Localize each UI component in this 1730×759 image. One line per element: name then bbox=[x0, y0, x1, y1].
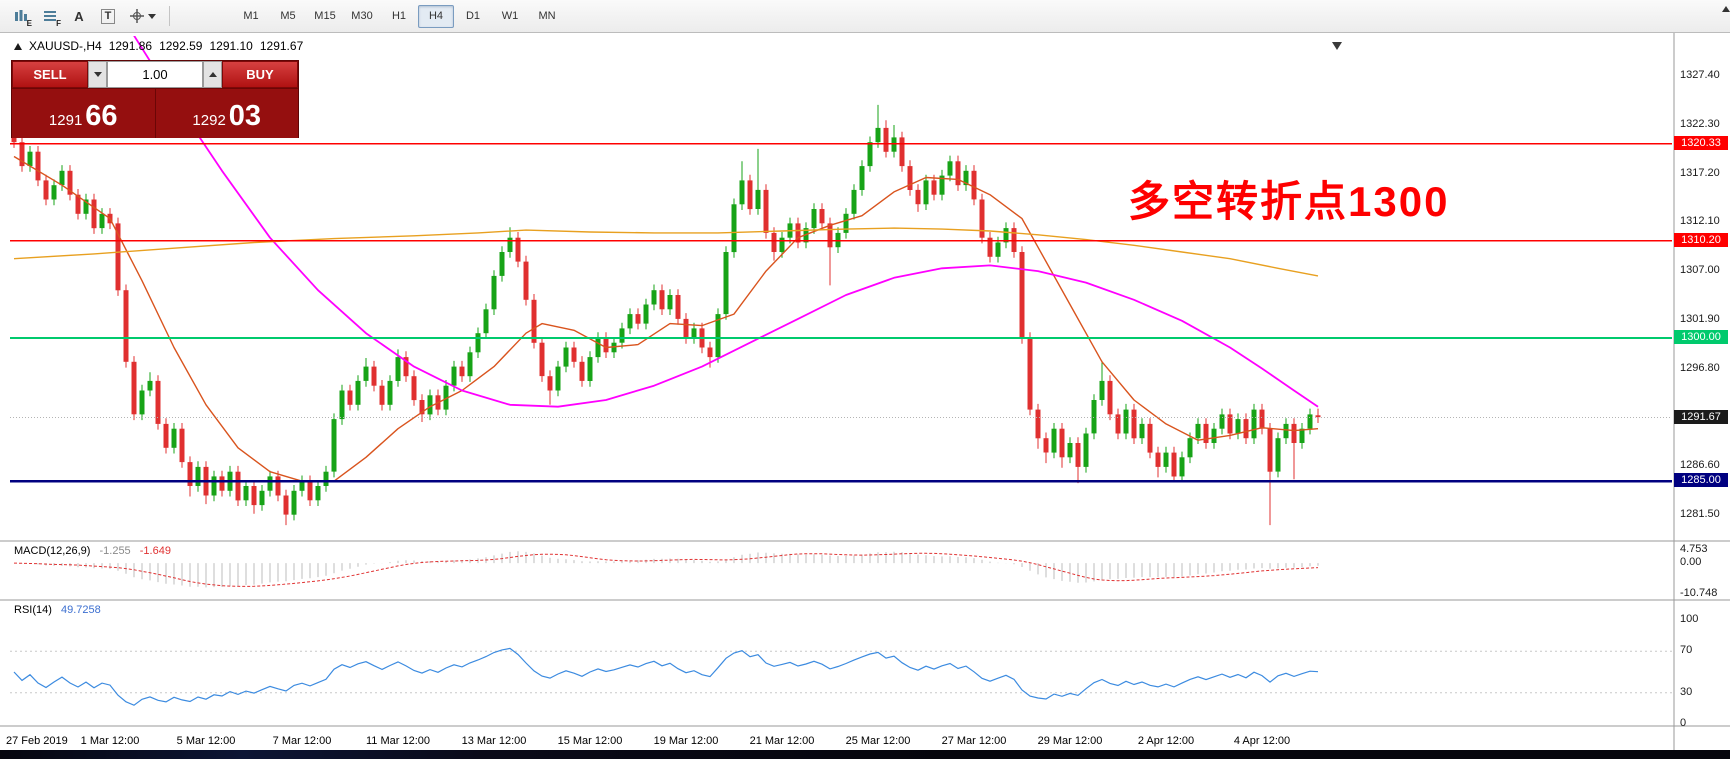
rsi-scale-label: 70 bbox=[1680, 644, 1693, 657]
chart-annotation: 多空转折点1300 bbox=[1128, 178, 1450, 225]
timeframe-button-group: M1 M5 M15 M30 H1 H4 D1 W1 MN bbox=[233, 4, 565, 28]
icon-letter: F bbox=[56, 19, 61, 28]
chart-template-icon[interactable]: E bbox=[8, 3, 34, 29]
volume-increase-button[interactable] bbox=[203, 61, 222, 88]
price-axis[interactable]: 1327.40 1322.30 1317.20 1312.10 1307.00 1301.… bbox=[1674, 0, 1730, 759]
timeframe-button-m30[interactable]: M30 bbox=[351, 10, 373, 22]
dropdown-arrow-icon bbox=[147, 13, 156, 19]
price-axis-label: 1281.50 bbox=[1680, 507, 1720, 520]
price-axis-label: 1307.00 bbox=[1680, 264, 1720, 277]
volume-input[interactable] bbox=[107, 61, 203, 88]
font-tool-icon[interactable]: A bbox=[66, 3, 92, 29]
price-axis-label: 1301.90 bbox=[1680, 312, 1720, 325]
sell-button[interactable]: SELL bbox=[12, 61, 88, 88]
price-badge-current-price: 1291.67 bbox=[1674, 409, 1728, 424]
macd-signal-line bbox=[13, 552, 1319, 587]
macd-signal-value: -1.649 bbox=[139, 545, 171, 557]
timeframe-button-m15[interactable]: M15 bbox=[314, 10, 336, 22]
symbol-name: XAUUSD-,H4 bbox=[29, 39, 102, 53]
price-badge-support-1285: 1285.00 bbox=[1674, 473, 1728, 488]
rsi-label-row: RSI(14) 49.7258 bbox=[14, 604, 101, 616]
one-click-top-row: SELL BUY bbox=[12, 61, 298, 88]
rsi-name: RSI(14) bbox=[14, 604, 52, 616]
rsi-scale-label: 30 bbox=[1680, 685, 1693, 698]
price-axis-label: 1317.20 bbox=[1680, 166, 1720, 179]
ohlc-open: 1291.86 bbox=[108, 39, 153, 53]
timeframe-button-m5[interactable]: M5 bbox=[280, 10, 296, 22]
price-badge-pivot-1300: 1300.00 bbox=[1674, 329, 1728, 344]
chart-ohlc-header: XAUUSD-,H4 1291.86 1292.59 1291.10 1291.… bbox=[14, 39, 303, 53]
timeframe-button-h1[interactable]: H1 bbox=[391, 10, 407, 22]
candlestick-series bbox=[11, 104, 1321, 526]
crosshair-tool-icon[interactable] bbox=[124, 3, 160, 29]
macd-scale-label: -10.748 bbox=[1680, 586, 1718, 599]
main-chart-layer bbox=[10, 36, 1672, 526]
timeframe-button-d1[interactable]: D1 bbox=[465, 10, 481, 22]
rsi-scale-label: 0 bbox=[1680, 717, 1687, 729]
sell-price-main: 1291 bbox=[48, 112, 83, 129]
timeframe-button-mn[interactable]: MN bbox=[538, 10, 556, 22]
rsi-scale-label: 100 bbox=[1680, 613, 1699, 625]
rsi-panel-layer bbox=[10, 647, 1672, 706]
sell-price[interactable]: 1291 66 bbox=[12, 89, 155, 138]
scroll-up-icon[interactable] bbox=[1722, 6, 1730, 12]
ohlc-high: 1292.59 bbox=[159, 39, 203, 53]
macd-name: MACD(12,26,9) bbox=[14, 545, 91, 557]
rsi-line bbox=[13, 647, 1319, 706]
ohlc-low: 1291.10 bbox=[209, 39, 253, 53]
icon-letter: A bbox=[74, 8, 84, 24]
timeframe-button-w1[interactable]: W1 bbox=[501, 10, 519, 22]
macd-label-row: MACD(12,26,9) -1.255 -1.649 bbox=[14, 545, 171, 557]
timeframe-button-m1[interactable]: M1 bbox=[243, 10, 259, 22]
taskbar-strip bbox=[0, 750, 1730, 759]
top-toolbar: E F A T M1 M5 M15 M30 H1 H4 D1 W1 MN bbox=[0, 0, 1730, 33]
volume-decrease-button[interactable] bbox=[88, 61, 107, 88]
icon-letter: T bbox=[100, 8, 116, 24]
one-click-trading-panel: SELL BUY 1291 66 1292 03 bbox=[11, 60, 299, 138]
timeframe-button-h4[interactable]: H4 bbox=[418, 4, 454, 28]
price-axis-label: 1312.10 bbox=[1680, 215, 1720, 228]
spinner-up-icon bbox=[208, 72, 217, 77]
one-click-price-row: 1291 66 1292 03 bbox=[12, 88, 298, 138]
toolbar-separator bbox=[169, 6, 170, 26]
buy-price-main: 1292 bbox=[192, 112, 226, 129]
macd-scale-label: 4.753 bbox=[1680, 542, 1708, 555]
buy-button[interactable]: BUY bbox=[222, 61, 298, 88]
price-axis-label: 1286.60 bbox=[1680, 458, 1720, 471]
price-axis-label: 1296.80 bbox=[1680, 361, 1720, 374]
price-axis-label: 1322.30 bbox=[1680, 118, 1720, 130]
spinner-down-icon bbox=[93, 72, 102, 77]
rsi-value: 49.7258 bbox=[60, 604, 101, 616]
chart-profile-icon[interactable]: F bbox=[37, 3, 63, 29]
text-label-tool-icon[interactable]: T bbox=[95, 3, 121, 29]
price-badge-resistance-1310: 1310.20 bbox=[1674, 232, 1728, 247]
price-badge-resistance-1320: 1320.33 bbox=[1674, 135, 1728, 150]
icon-letter: E bbox=[26, 19, 32, 28]
shift-marker-icon bbox=[1332, 42, 1342, 50]
overlay-ma-fast-orange bbox=[13, 155, 1319, 482]
macd-scale-label: 0.00 bbox=[1680, 556, 1702, 569]
price-axis-label: 1327.40 bbox=[1680, 69, 1720, 82]
ohlc-close: 1291.67 bbox=[259, 39, 304, 53]
macd-value: -1.255 bbox=[99, 545, 131, 557]
macd-panel-layer bbox=[13, 551, 1319, 588]
buy-price[interactable]: 1292 03 bbox=[156, 89, 299, 138]
sell-price-pips: 66 bbox=[85, 100, 118, 132]
price-divider bbox=[154, 89, 156, 138]
buy-price-pips: 03 bbox=[228, 100, 262, 132]
overlay-ma-long-gold bbox=[13, 227, 1319, 277]
overlay-ma-slow-magenta bbox=[133, 36, 1319, 408]
symbol-triangle-icon bbox=[14, 42, 22, 50]
